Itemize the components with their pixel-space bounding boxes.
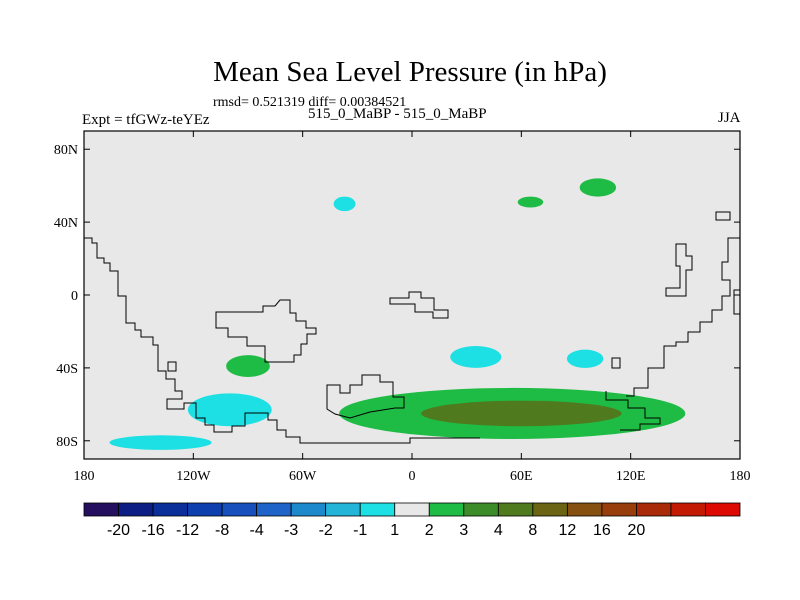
- coastline-east-asia: [715, 211, 731, 221]
- region-green-central-asia: [579, 178, 617, 197]
- x-tick-label: 180: [730, 469, 751, 484]
- coastline-mexico: [665, 243, 693, 297]
- region-cyan-south-atlantic: [450, 346, 502, 368]
- colorbar-swatch: [670, 502, 706, 517]
- x-tick-label: 60E: [510, 469, 533, 484]
- y-tick-label: 80S: [56, 435, 78, 450]
- region-green-south-america: [226, 355, 270, 378]
- colorbar-swatch: [83, 502, 119, 517]
- coastline-pacific-island: [733, 289, 740, 315]
- y-tick-label: 80N: [54, 143, 78, 158]
- y-tick-label: 0: [71, 289, 78, 304]
- colorbar-swatch: [497, 502, 534, 517]
- colorbar-label: -2: [319, 522, 333, 539]
- colorbar-swatch: [359, 502, 396, 517]
- anomaly-regions: [109, 178, 686, 450]
- region-green-europe: [517, 196, 544, 208]
- colorbar-swatch: [394, 502, 430, 517]
- season-label: JJA: [718, 110, 741, 126]
- coastline-south-america-west: [215, 299, 317, 363]
- x-tick-label: 60W: [289, 469, 317, 484]
- colorbar-label: -3: [284, 522, 298, 539]
- colorbar-label: 4: [494, 522, 503, 539]
- x-tick-label: 120W: [176, 469, 211, 484]
- coastline-south-africa: [605, 391, 661, 431]
- region-cyan-southern-pacific: [109, 435, 212, 450]
- coastline-southern-tip: [611, 357, 621, 369]
- coastline-west-america: [84, 237, 480, 444]
- colorbar-swatch: [705, 502, 741, 517]
- colorbar-label: 16: [593, 522, 611, 539]
- colorbar-label: -8: [215, 522, 229, 539]
- colorbar-swatch: [636, 502, 672, 517]
- colorbar: -20 -16 -12 -8 -4 -3 -2 -1 1 2 3 4 8 12 16 20: [83, 502, 741, 539]
- colorbar-swatch: [325, 502, 361, 517]
- colorbar-swatch: [601, 502, 637, 517]
- colorbar-swatch: [221, 502, 258, 517]
- y-axis: 80N 40N 0 40S 80S: [54, 143, 740, 450]
- region-olive-southern-ocean: [421, 400, 622, 427]
- x-axis: 180 120W 60W 0 60E 120E 180: [74, 131, 751, 484]
- colorbar-swatch: [566, 502, 603, 517]
- colorbar-label: -4: [250, 522, 264, 539]
- colorbar-swatch: [463, 502, 499, 517]
- coastline-gulf-of-guinea: [389, 291, 449, 319]
- coastline-south-atlantic-island: [167, 361, 177, 372]
- colorbar-swatch: [428, 502, 465, 517]
- y-tick-label: 40N: [54, 216, 78, 231]
- colorbar-label: -1: [353, 522, 367, 539]
- colorbar-label: -12: [176, 522, 199, 539]
- x-tick-label: 120E: [616, 469, 646, 484]
- colorbar-swatch: [187, 502, 223, 517]
- colorbar-label: 12: [558, 522, 576, 539]
- x-tick-label: 180: [74, 469, 95, 484]
- region-cyan-southeast-pacific: [187, 393, 272, 427]
- colorbar-swatch: [118, 502, 154, 517]
- colorbar-label: 1: [390, 522, 399, 539]
- coastlines: [84, 211, 740, 444]
- colorbar-label: 8: [528, 522, 537, 539]
- colorbar-swatch: [532, 502, 568, 517]
- comparison-label: 515_0_MaBP - 515_0_MaBP: [308, 106, 487, 122]
- region-cyan-indian-ocean: [566, 349, 604, 368]
- x-tick-label: 0: [409, 469, 416, 484]
- stats-label: rmsd= 0.521319 diff= 0.00384521: [213, 95, 407, 110]
- colorbar-label: -16: [141, 522, 164, 539]
- chart-title: Mean Sea Level Pressure (in hPa): [213, 56, 607, 88]
- colorbar-label: -20: [107, 522, 130, 539]
- region-cyan-north-atlantic: [333, 196, 356, 212]
- colorbar-label: 2: [425, 522, 434, 539]
- colorbar-swatch: [152, 502, 188, 517]
- coastline-patagonia: [326, 374, 405, 419]
- colorbar-label: 3: [459, 522, 468, 539]
- y-tick-label: 40S: [56, 362, 78, 377]
- experiment-label: Expt = tfGWz-teYEz: [82, 112, 210, 128]
- coastline-east-pacific: [626, 237, 740, 397]
- colorbar-swatch: [290, 502, 327, 517]
- colorbar-label: 20: [628, 522, 646, 539]
- colorbar-swatch: [256, 502, 292, 517]
